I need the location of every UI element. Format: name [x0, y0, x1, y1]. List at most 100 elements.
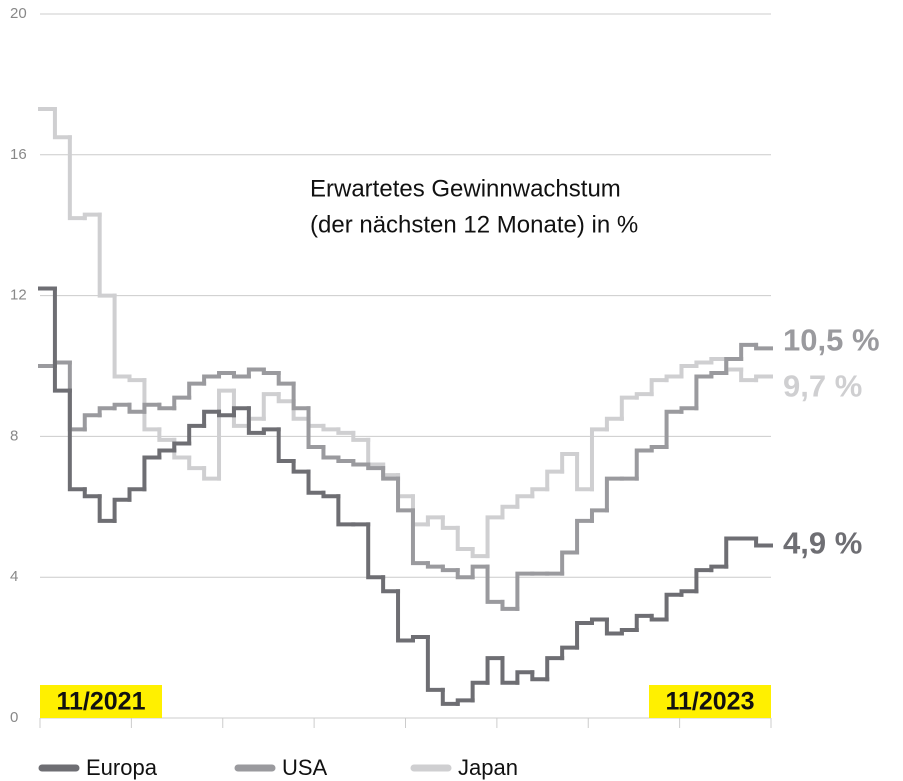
line-step	[724, 356, 744, 376]
line-step	[709, 356, 729, 365]
line-step	[351, 430, 371, 442]
line-step	[52, 360, 72, 368]
line-step	[366, 462, 386, 471]
line-step	[67, 388, 87, 492]
line-step	[67, 360, 87, 432]
line-step	[231, 406, 251, 418]
legend-label: Japan	[458, 755, 518, 780]
line-step	[187, 423, 207, 446]
line-step	[440, 687, 460, 706]
line-step	[515, 494, 535, 509]
y-tick-label: 12	[10, 287, 27, 304]
annotation: 11/2023	[666, 688, 755, 716]
line-step	[470, 547, 490, 559]
line-step	[67, 135, 87, 221]
line-step	[545, 469, 565, 492]
line-step	[634, 448, 654, 481]
line-step	[97, 406, 117, 418]
line-step	[306, 416, 326, 428]
line-step	[231, 371, 251, 379]
line-step	[157, 448, 177, 460]
end-label: 9,7 %	[783, 369, 862, 404]
line-step	[381, 462, 401, 478]
line-step	[172, 395, 192, 411]
line-step	[396, 589, 415, 643]
line-step	[187, 381, 207, 400]
line-step	[157, 427, 177, 442]
line-step	[410, 635, 430, 643]
line-step	[754, 374, 773, 383]
line-step	[470, 564, 490, 580]
y-tick-label: 0	[10, 709, 18, 726]
line-step	[560, 452, 580, 474]
line-step	[82, 212, 102, 221]
line-step	[157, 402, 177, 411]
line-step	[276, 392, 296, 404]
line-step	[754, 342, 773, 351]
line-step	[530, 670, 550, 682]
line-step	[306, 406, 326, 449]
line-step	[485, 515, 505, 559]
line-step	[500, 504, 520, 520]
line-step	[261, 367, 281, 376]
line-step	[470, 680, 490, 703]
line-step	[97, 494, 117, 523]
annotation-box	[40, 685, 162, 718]
line-step	[82, 413, 102, 432]
chart-subtitle: (der nächsten 12 Monate) in %	[310, 211, 638, 238]
line-step	[739, 367, 759, 383]
line-step	[410, 494, 430, 527]
line-step	[381, 466, 401, 481]
line-step	[619, 395, 639, 421]
line-step	[321, 444, 341, 460]
line-step	[515, 670, 535, 685]
line-step	[679, 364, 699, 379]
line-step	[82, 487, 102, 499]
line-step	[52, 286, 72, 393]
line-step	[127, 402, 147, 414]
line-step	[291, 459, 311, 474]
line-step	[127, 374, 147, 383]
line-step	[425, 635, 445, 692]
line-step	[664, 409, 684, 449]
chart-title: Erwartetes Gewinnwachstum	[310, 175, 621, 202]
line-step	[575, 620, 594, 650]
line-step	[336, 455, 356, 464]
line-step	[754, 536, 773, 548]
line-step	[425, 561, 445, 569]
line-step	[336, 427, 356, 435]
line-step	[604, 416, 624, 432]
line-step	[366, 437, 386, 467]
line-step	[515, 571, 535, 611]
line-step	[261, 427, 281, 435]
line-step	[276, 371, 296, 386]
line-step	[694, 374, 714, 411]
line-step	[366, 522, 386, 580]
line-step	[97, 212, 117, 298]
line-step	[530, 487, 550, 499]
line-step	[52, 107, 72, 140]
line-step	[589, 617, 609, 625]
line-step	[306, 469, 326, 495]
line-step	[634, 392, 654, 400]
line-step	[440, 564, 460, 573]
line-step	[381, 575, 401, 594]
line-step	[217, 371, 236, 379]
legend-label: Europa	[86, 755, 158, 780]
end-label: 10,5 %	[783, 323, 880, 358]
line-step	[276, 427, 296, 464]
line-step	[604, 476, 624, 513]
line-step	[246, 416, 266, 428]
line-step	[664, 374, 684, 383]
line-step	[649, 378, 669, 397]
line-step	[202, 466, 222, 481]
line-step	[604, 617, 624, 636]
line-step	[455, 568, 475, 580]
line-step	[321, 423, 341, 432]
line-step	[709, 371, 729, 379]
line-step	[396, 476, 415, 513]
line-step	[485, 656, 505, 685]
line-step	[425, 515, 445, 527]
line-step	[545, 656, 565, 682]
